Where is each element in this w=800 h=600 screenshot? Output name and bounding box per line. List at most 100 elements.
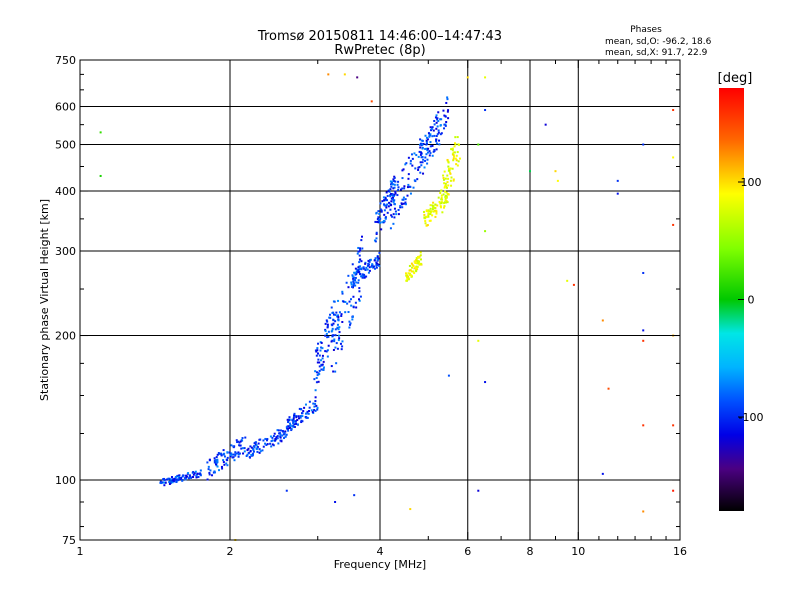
y-axis-label: Stationary phase Virtual Height [km] [38,199,51,401]
trace-point [401,206,404,209]
trace-point [353,271,356,274]
trace-point [408,272,411,275]
trace-point [419,138,422,141]
trace-point [397,208,400,211]
trace-point [407,156,410,159]
trace-point [327,330,330,333]
trace-point [238,452,241,455]
trace-point [306,410,309,413]
trace-point [384,197,387,200]
trace-point [272,435,275,438]
trace-point [420,262,423,265]
trace-point [176,474,179,477]
trace-point [427,212,430,215]
trace-point [228,451,231,454]
trace-point [405,162,408,165]
trace-point [392,187,395,190]
trace-point [330,340,333,343]
trace-point [170,476,173,479]
trace-point [326,323,329,326]
echo-point [642,271,645,274]
trace-point [442,174,445,177]
trace-point [255,444,258,447]
o-mode-trace [159,96,450,487]
trace-point [393,203,396,206]
trace-point [419,258,422,261]
trace-point [282,430,285,433]
trace-point [433,209,436,212]
trace-point [330,306,333,309]
trace-point [444,185,447,188]
trace-point [407,272,410,275]
trace-point [336,323,339,326]
trace-point [314,400,317,403]
trace-point [375,231,378,234]
trace-point [391,197,394,200]
trace-point [215,456,218,459]
trace-point [383,213,386,216]
trace-point [418,263,421,266]
data-points [99,73,675,541]
trace-point [379,202,382,205]
trace-point [337,339,340,342]
trace-point [226,456,229,459]
trace-point [385,191,388,194]
trace-point [450,176,453,179]
trace-point [446,181,449,184]
trace-point [197,475,200,478]
trace-point [401,203,404,206]
trace-point [444,199,447,202]
trace-point [290,428,293,431]
trace-point [361,247,364,250]
trace-point [444,177,447,180]
trace-point [316,406,319,409]
trace-point [358,247,361,250]
trace-point [395,213,398,216]
trace-point [443,186,446,189]
trace-point [293,412,296,415]
trace-point [163,479,166,482]
trace-point [455,159,458,162]
echo-point [672,223,675,226]
trace-point [231,456,234,459]
trace-point [444,194,447,197]
trace-point [454,143,457,146]
trace-point [181,475,184,478]
trace-point [321,357,324,360]
trace-point [258,451,261,454]
trace-point [216,460,219,463]
trace-point [416,259,419,262]
trace-point [394,192,397,195]
trace-point [271,439,274,442]
trace-point [418,143,421,146]
trace-point [375,237,378,240]
trace-point [390,185,393,188]
trace-point [208,458,211,461]
trace-point [216,465,219,468]
trace-point [274,439,277,442]
trace-point [298,417,301,420]
trace-point [337,316,340,319]
trace-point [384,198,387,201]
trace-point [315,371,318,374]
colorbar: [deg] 100 0 -100 [718,71,763,511]
trace-point [442,193,445,196]
trace-point [419,251,422,254]
trace-point [414,167,417,170]
trace-point [240,447,243,450]
trace-point [206,478,209,481]
trace-point [426,215,429,218]
trace-point [443,201,446,204]
trace-point [230,444,233,447]
echo-point [370,100,373,103]
trace-point [434,116,437,119]
trace-point [364,269,367,272]
trace-point [411,164,414,167]
trace-point [313,409,316,412]
echo-point [672,489,675,492]
trace-point [313,378,316,381]
trace-point [433,206,436,209]
trace-point [433,148,436,151]
trace-point [237,453,240,456]
